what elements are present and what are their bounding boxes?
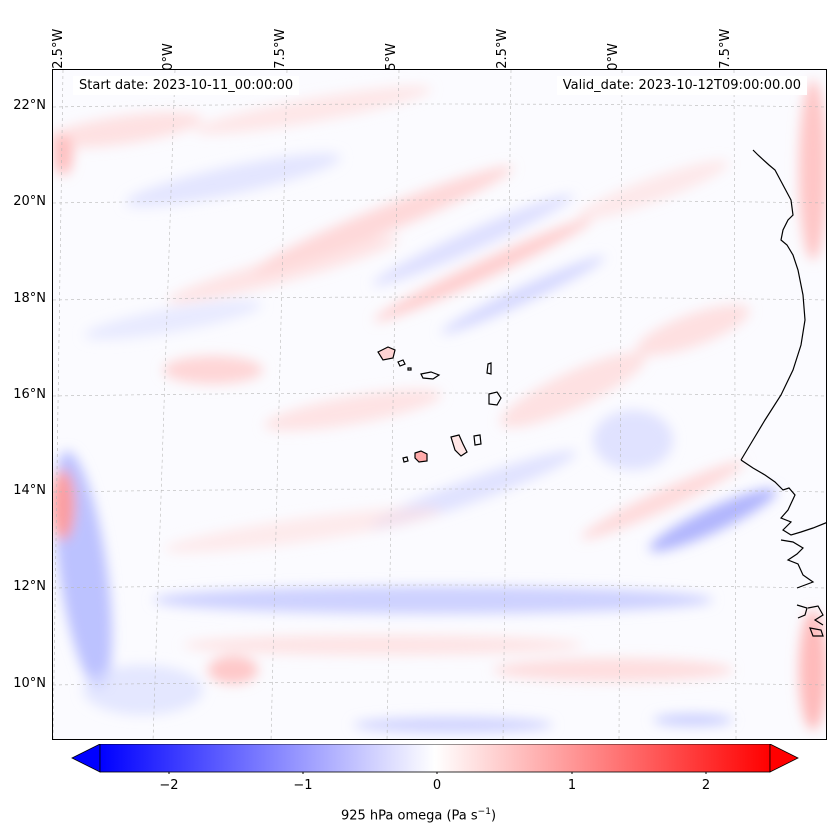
colorbar-tick-0: 0 (432, 778, 442, 793)
island-sao-nicolau (420, 371, 441, 380)
island-maio (473, 434, 482, 446)
island-brava (402, 456, 409, 463)
colorbar-tick-1: 1 (567, 778, 577, 793)
start-date-label: Start date: 2023-10-11_00:00:00 (73, 76, 300, 95)
colorbar-gradient (99, 744, 771, 773)
colorbar-title-suffix: ) (490, 808, 497, 824)
island-sal (486, 362, 492, 375)
map-panel (52, 69, 827, 740)
island-boa-vista (488, 391, 502, 406)
cape-verde-islands (377, 346, 502, 463)
coastline (740, 149, 826, 637)
island-fogo (414, 450, 428, 463)
omega-field-map (53, 70, 826, 739)
colorbar-tick-neg2: −2 (159, 778, 179, 793)
colorbar (71, 744, 799, 774)
lat-label-20n: 20°N (13, 194, 46, 209)
colorbar-title-text: 925 hPa omega (Pa s (340, 808, 478, 824)
valid-date-label: Valid_date: 2023-10-12T09:00:00.00 (556, 76, 807, 95)
omega-field (53, 80, 826, 733)
colorbar-extend-high (769, 744, 799, 773)
colorbar-extend-low (71, 744, 101, 773)
colorbar-title-exponent: −1 (477, 807, 491, 817)
lat-label-22n: 22°N (13, 98, 46, 113)
lat-label-18n: 18°N (13, 291, 46, 306)
gridlines (53, 70, 826, 739)
colorbar-tick-2: 2 (701, 778, 711, 793)
colorbar-tick-neg1: −1 (293, 778, 313, 793)
colorbar-title: 925 hPa omega (Pa s−1) (0, 807, 837, 823)
island-santa-luzia (407, 367, 412, 371)
lat-label-16n: 16°N (13, 387, 46, 402)
island-sao-vicente (397, 359, 406, 367)
lat-label-10n: 10°N (13, 676, 46, 691)
island-santiago (450, 434, 468, 457)
colorbar-ticks (168, 772, 707, 774)
lat-label-12n: 12°N (13, 579, 46, 594)
lat-label-14n: 14°N (13, 483, 46, 498)
island-santo-antao (377, 346, 396, 361)
